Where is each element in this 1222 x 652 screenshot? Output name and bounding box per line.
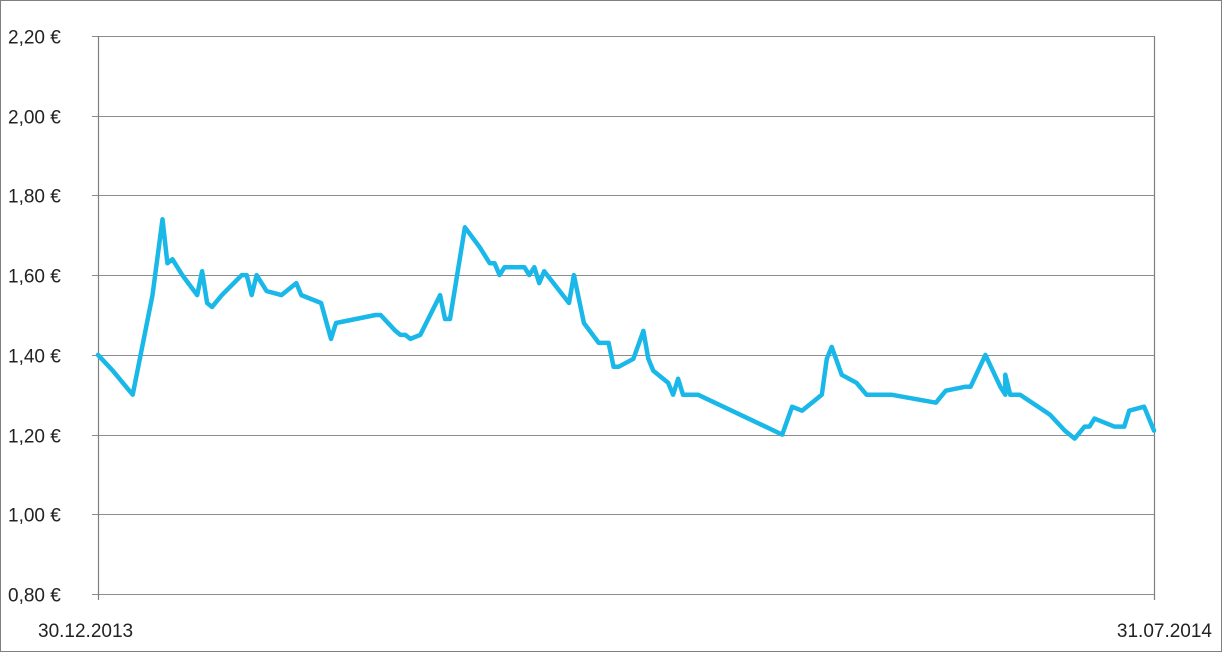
y-tick-label: 0,80 €: [8, 586, 61, 607]
x-tick-label: 30.12.2013: [38, 621, 133, 642]
y-tick-label: 1,60 €: [8, 267, 61, 288]
y-tick-label: 2,20 €: [8, 28, 61, 49]
y-tick-label: 1,00 €: [8, 506, 61, 527]
y-tick-label: 1,40 €: [8, 347, 61, 368]
x-tick-label: 31.07.2014: [1117, 621, 1213, 642]
axes: [97, 36, 1156, 600]
y-tick-label: 2,00 €: [8, 108, 61, 129]
y-axis-tick-labels: 0,80 € 1,00 € 1,20 € 1,40 € 1,60 € 1,80 € 2,00…: [8, 28, 61, 607]
series-line-0: [95, 217, 1157, 441]
y-tick-label: 1,80 €: [8, 187, 61, 208]
gridlines: [92, 36, 1154, 595]
x-axis-tick-labels: 30.12.2013 31.07.2014: [38, 621, 1212, 642]
y-tick-label: 1,20 €: [8, 427, 61, 448]
series-layer: [95, 217, 1157, 441]
